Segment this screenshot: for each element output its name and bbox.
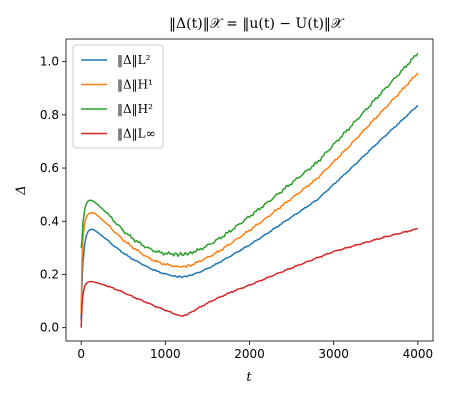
x-axis-label: t: [246, 370, 252, 385]
series-line-1: [80, 104, 419, 320]
x-tick-label: 0: [77, 347, 85, 361]
y-tick-label: 0.6: [40, 161, 59, 175]
legend-label: ‖Δ‖L∞: [117, 127, 156, 141]
legend: ‖Δ‖L² ‖Δ‖H¹ ‖Δ‖H² ‖Δ‖L∞: [72, 44, 164, 149]
series-line-3: [80, 52, 419, 258]
x-tick-label: 2000: [234, 347, 265, 361]
y-tick-label: 0.0: [40, 321, 59, 335]
legend-label: ‖Δ‖H²: [117, 102, 153, 116]
series-line-2: [80, 72, 419, 315]
legend-label: ‖Δ‖L²: [117, 53, 151, 67]
y-axis-label: Δ: [14, 185, 29, 195]
chart-title: ‖Δ(t)‖𝒳 = ‖u(t) − U(t)‖𝒳: [169, 16, 345, 32]
x-axis: 0 1000 2000 3000 4000: [77, 341, 433, 361]
y-tick-label: 0.8: [40, 108, 59, 122]
legend-box: [72, 44, 164, 149]
x-tick-label: 1000: [150, 347, 181, 361]
legend-label: ‖Δ‖H¹: [117, 78, 153, 92]
y-axis: 0.0 0.2 0.4 0.6 0.8 1.0: [40, 55, 66, 335]
x-tick-label: 4000: [403, 347, 434, 361]
series-line-4: [80, 227, 418, 328]
y-tick-label: 0.4: [40, 214, 59, 228]
y-tick-label: 0.2: [40, 267, 59, 281]
y-tick-label: 1.0: [40, 55, 59, 69]
plot-area: [80, 52, 419, 328]
x-tick-label: 3000: [318, 347, 349, 361]
